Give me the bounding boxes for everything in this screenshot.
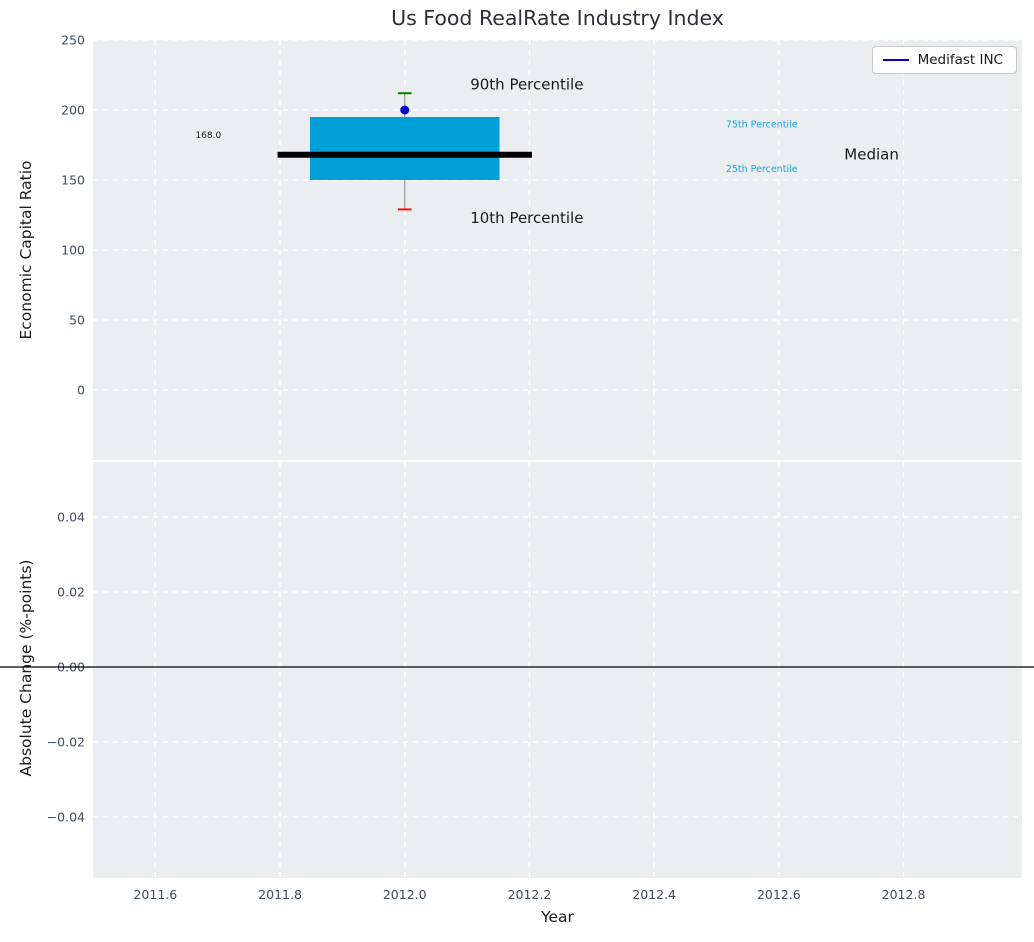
- legend-line-sample: [882, 59, 909, 61]
- x-tick-label: 2012.2: [508, 887, 552, 902]
- y-tick-label: 150: [61, 173, 85, 188]
- annotation-median: Median: [844, 145, 899, 163]
- x-axis-label: Year: [541, 908, 574, 926]
- x-tick-label: 2012.8: [882, 887, 926, 902]
- x-tick-label: 2012.4: [632, 887, 676, 902]
- x-tick-label: 2011.6: [133, 887, 177, 902]
- annotation-90th-percentile: 90th Percentile: [470, 75, 583, 93]
- y-tick-label: 0.04: [57, 510, 85, 525]
- y-tick-label: −0.04: [47, 809, 85, 824]
- iqr-box: [309, 117, 500, 180]
- x-tick-label: 2011.8: [258, 887, 302, 902]
- y-tick-label: 250: [61, 33, 85, 48]
- annotation-25th-percentile: 25th Percentile: [726, 164, 798, 175]
- y-tick-label: 50: [69, 313, 85, 328]
- legend-label: Medifast INC: [917, 52, 1003, 68]
- y-tick-label: −0.02: [47, 734, 85, 749]
- legend: Medifast INC: [871, 46, 1017, 74]
- chart-title: Us Food RealRate Industry Index: [391, 6, 724, 30]
- y-axis-label-bottom: Absolute Change (%-points): [17, 559, 35, 777]
- annotation-10th-percentile: 10th Percentile: [470, 209, 583, 227]
- company-point: [400, 105, 410, 115]
- annotation-75th-percentile: 75th Percentile: [726, 119, 798, 130]
- median-value-label: 168.0: [195, 131, 221, 141]
- axes-background: [93, 462, 1022, 878]
- y-tick-label: 200: [61, 103, 85, 118]
- y-tick-label: 0.02: [57, 585, 85, 600]
- y-tick-label: 100: [61, 243, 85, 258]
- x-tick-label: 2012.0: [383, 887, 427, 902]
- x-tick-label: 2012.6: [757, 887, 801, 902]
- y-tick-label: 0: [77, 383, 85, 398]
- y-axis-label-top: Economic Capital Ratio: [17, 160, 35, 340]
